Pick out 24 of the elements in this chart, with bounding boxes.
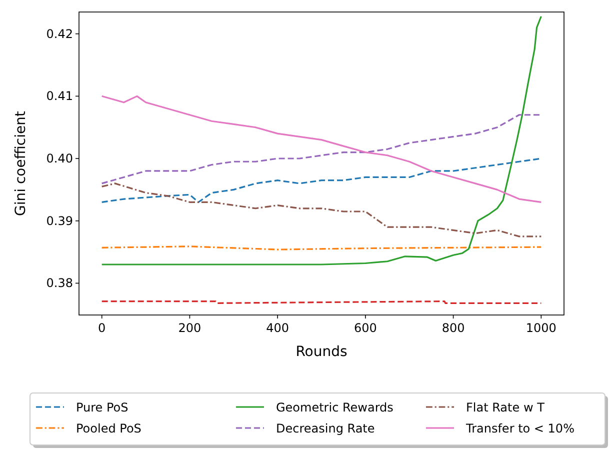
y-tick-label: 0.38: [46, 276, 73, 290]
line-series: [101, 182, 542, 238]
x-tick-label: 400: [266, 321, 290, 335]
y-tick-label: 0.39: [46, 214, 73, 228]
x-tick-label: 200: [178, 321, 202, 335]
legend-label: Flat Rate w T: [466, 400, 546, 414]
x-tick-label: 0: [98, 321, 106, 335]
legend-label: Transfer to < 10%: [465, 422, 574, 436]
line-series: [101, 114, 542, 184]
line-series: [101, 95, 542, 203]
x-tick-label: 600: [354, 321, 377, 335]
line-series: [101, 16, 542, 266]
legend-label: Geometric Rewards: [276, 400, 394, 414]
y-axis-title: Gini coefficient: [13, 110, 29, 216]
legend-label: Decreasing Rate: [276, 422, 375, 436]
y-tick-label: 0.42: [46, 26, 73, 41]
legend-label: Pure PoS: [76, 400, 128, 414]
y-tick-label: 0.41: [46, 89, 73, 104]
x-tick-label: 800: [442, 321, 465, 335]
legend-label: Pooled PoS: [76, 422, 142, 436]
line-series: [101, 158, 542, 203]
x-tick-label: 1000: [526, 321, 556, 335]
y-tick-label: 0.40: [46, 152, 73, 166]
x-axis-title: Rounds: [296, 344, 348, 360]
